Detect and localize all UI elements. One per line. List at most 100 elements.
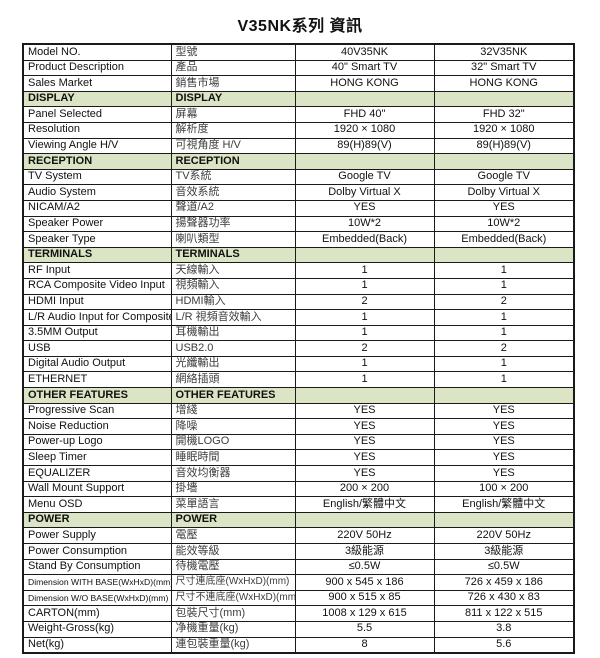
cell-zh: TV系統 — [170, 168, 296, 186]
table-row: Wall Mount Support 掛墻 200 × 200 100 × 200 — [22, 480, 575, 498]
cell-zh: 開機LOGO — [170, 433, 296, 451]
cell-zh: 包裝尺寸(mm) — [170, 605, 296, 622]
cell-v32: ≤0.5W — [433, 558, 575, 576]
cell-v32: 100 × 200 — [433, 480, 575, 498]
table-row: Speaker Type 喇叭類型 Embedded(Back) Embedded(B… — [22, 231, 575, 248]
cell-v40: 89(H)89(V) — [294, 137, 435, 155]
cell-zh: POWER — [170, 511, 296, 529]
cell-v40: YES — [294, 449, 435, 467]
cell-v32: 1 — [433, 355, 575, 373]
table-row: Panel Selected 屏幕 FHD 40" FHD 32" — [22, 106, 575, 123]
cell-en: Dimension W/O BASE(WxHxD)(mm) — [22, 589, 172, 607]
table-row: Model NO. 型號 40V35NK 32V35NK — [22, 43, 575, 61]
cell-en: NICAM/A2 — [22, 199, 172, 217]
table-row: HDMI Input HDMI輸入 2 2 — [22, 293, 575, 311]
cell-zh: 喇叭類型 — [170, 231, 296, 248]
cell-en: ETHERNET — [22, 371, 172, 389]
cell-v32 — [433, 387, 575, 404]
cell-v32: Google TV — [433, 168, 575, 186]
cell-v40: 900 x 515 x 85 — [294, 589, 435, 607]
cell-v32: 1 — [433, 324, 575, 342]
cell-v32: 32" Smart TV — [433, 59, 575, 77]
cell-v40: Dolby Virtual X — [294, 184, 435, 201]
cell-v40: 1 — [294, 324, 435, 342]
cell-v40 — [294, 511, 435, 529]
cell-zh: HDMI輸入 — [170, 293, 296, 311]
cell-zh: 待機電壓 — [170, 558, 296, 576]
cell-v32: YES — [433, 199, 575, 217]
table-row: Noise Reduction 降噪 YES YES — [22, 418, 575, 435]
cell-zh: 揚聲器功率 — [170, 215, 296, 233]
section-header-row: OTHER FEATURES OTHER FEATURES — [22, 387, 575, 404]
cell-en: RECEPTION — [22, 153, 172, 170]
cell-zh: 增綫 — [170, 402, 296, 420]
table-row: Viewing Angle H/V 可視角度 H/V 89(H)89(V) 89(H)… — [22, 137, 575, 155]
cell-en: Digital Audio Output — [22, 355, 172, 373]
cell-v40: 40V35NK — [294, 43, 435, 61]
table-row: Dimension WITH BASE(WxHxD)(mm) 尺寸連底座(WxHx… — [22, 574, 575, 591]
table-row: Weight-Gross(kg) 净機重量(kg) 5.5 3.8 — [22, 620, 575, 638]
cell-zh: 網絡插頭 — [170, 371, 296, 389]
cell-v32: 3級能源 — [433, 543, 575, 560]
cell-en: L/R Audio Input for Composite — [22, 309, 172, 326]
cell-zh: L/R 視頻音效輸入 — [170, 309, 296, 326]
cell-en: HDMI Input — [22, 293, 172, 311]
cell-v32: English/繁體中文 — [433, 496, 575, 513]
table-row: TV System TV系統 Google TV Google TV — [22, 168, 575, 186]
cell-v40: English/繁體中文 — [294, 496, 435, 513]
cell-zh: 尺寸連底座(WxHxD)(mm) — [170, 574, 296, 591]
cell-v40 — [294, 90, 435, 108]
cell-v32: FHD 32" — [433, 106, 575, 123]
cell-v40: 1920 × 1080 — [294, 121, 435, 139]
cell-v32: 726 x 430 x 83 — [433, 589, 575, 607]
cell-en: OTHER FEATURES — [22, 387, 172, 404]
cell-v40 — [294, 246, 435, 264]
cell-en: CARTON(mm) — [22, 605, 172, 622]
cell-v40: Embedded(Back) — [294, 231, 435, 248]
cell-v32: 811 x 122 x 515 — [433, 605, 575, 622]
cell-v32: 1 — [433, 262, 575, 279]
cell-v32 — [433, 511, 575, 529]
table-row: EQUALIZER 音效均衡器 YES YES — [22, 465, 575, 482]
cell-en: Audio System — [22, 184, 172, 201]
cell-v40: 2 — [294, 293, 435, 311]
cell-en: Dimension WITH BASE(WxHxD)(mm) — [22, 574, 172, 591]
table-row: Resolution 解析度 1920 × 1080 1920 × 1080 — [22, 121, 575, 139]
table-row: Menu OSD 菜單語言 English/繁體中文 English/繁體中文 — [22, 496, 575, 513]
cell-v40 — [294, 387, 435, 404]
cell-zh: 净機重量(kg) — [170, 620, 296, 638]
cell-v40: 1008 x 129 x 615 — [294, 605, 435, 622]
cell-v32: 10W*2 — [433, 215, 575, 233]
cell-v40: 220V 50Hz — [294, 527, 435, 544]
cell-v40: YES — [294, 433, 435, 451]
cell-zh: 可視角度 H/V — [170, 137, 296, 155]
cell-v40: 1 — [294, 277, 435, 295]
cell-v40: YES — [294, 465, 435, 482]
cell-zh: 屏幕 — [170, 106, 296, 123]
table-row: CARTON(mm) 包裝尺寸(mm) 1008 x 129 x 615 811 x … — [22, 605, 575, 622]
section-header-row: TERMINALS TERMINALS — [22, 246, 575, 264]
cell-en: Menu OSD — [22, 496, 172, 513]
table-row: Power Supply 電壓 220V 50Hz 220V 50Hz — [22, 527, 575, 544]
cell-v32 — [433, 90, 575, 108]
table-row: NICAM/A2 聲道/A2 YES YES — [22, 199, 575, 217]
cell-zh: 掛墻 — [170, 480, 296, 498]
cell-v40: HONG KONG — [294, 75, 435, 92]
cell-en: Power Consumption — [22, 543, 172, 560]
cell-zh: 耳機輸出 — [170, 324, 296, 342]
table-row: Sleep Timer 睡眠時間 YES YES — [22, 449, 575, 467]
cell-v40: 3級能源 — [294, 543, 435, 560]
section-header-row: RECEPTION RECEPTION — [22, 153, 575, 170]
table-row: Audio System 音效系統 Dolby Virtual X Dolby Vir… — [22, 184, 575, 201]
cell-v32: Embedded(Back) — [433, 231, 575, 248]
cell-v40: 1 — [294, 355, 435, 373]
table-row: 3.5MM Output 耳機輸出 1 1 — [22, 324, 575, 342]
cell-v40 — [294, 153, 435, 170]
cell-v40: 1 — [294, 371, 435, 389]
cell-en: DISPLAY — [22, 90, 172, 108]
cell-en: Net(kg) — [22, 636, 172, 654]
cell-zh: TERMINALS — [170, 246, 296, 264]
cell-zh: 睡眠時間 — [170, 449, 296, 467]
cell-v32: 1 — [433, 371, 575, 389]
table-row: Net(kg) 連包裝重量(kg) 8 5.6 — [22, 636, 575, 654]
